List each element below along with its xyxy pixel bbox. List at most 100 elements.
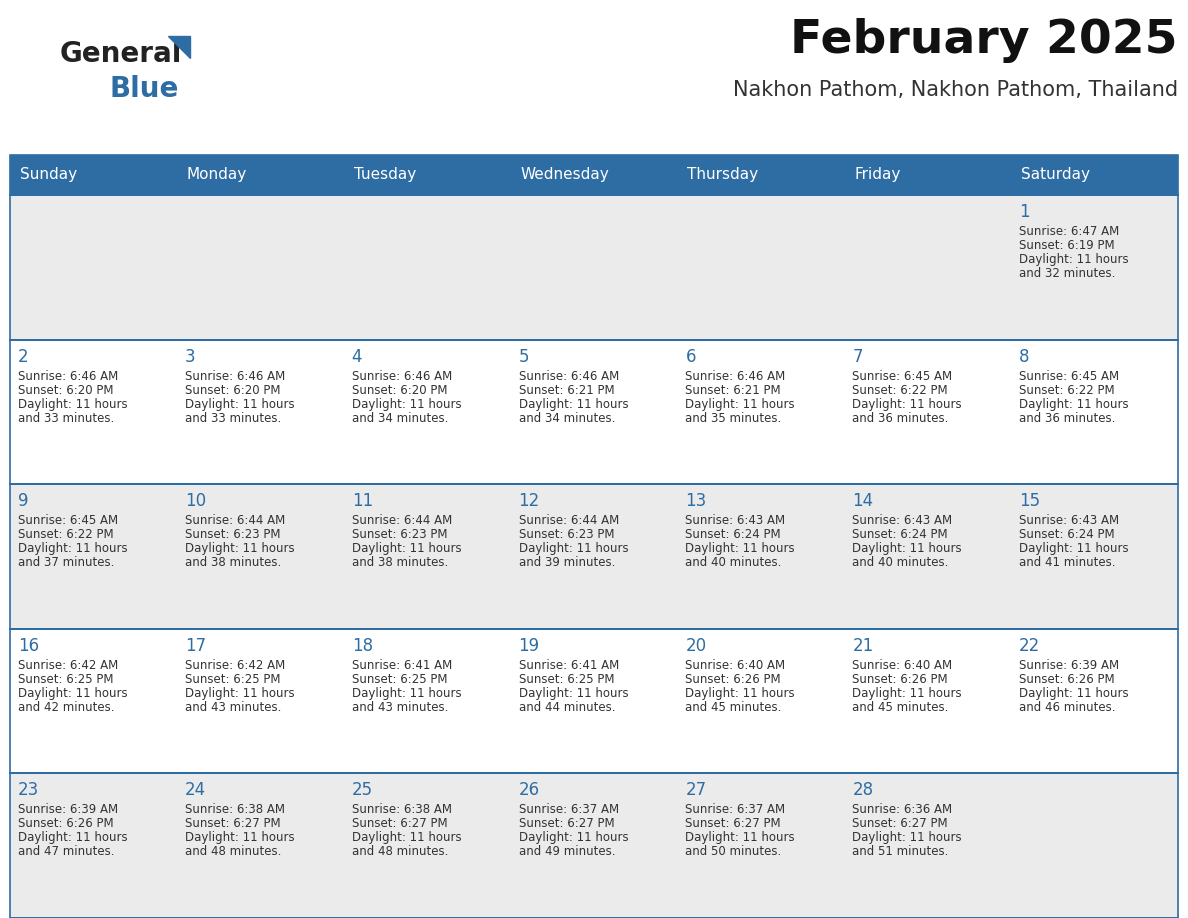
Text: and 38 minutes.: and 38 minutes.	[352, 556, 448, 569]
Bar	[1011, 773, 1178, 918]
Text: and 50 minutes.: and 50 minutes.	[685, 845, 782, 858]
Text: 13: 13	[685, 492, 707, 510]
Text: Daylight: 11 hours: Daylight: 11 hours	[1019, 397, 1129, 410]
Text: Daylight: 11 hours: Daylight: 11 hours	[1019, 687, 1129, 700]
Text: and 46 minutes.: and 46 minutes.	[1019, 700, 1116, 714]
Text: Sunset: 6:26 PM: Sunset: 6:26 PM	[852, 673, 948, 686]
Text: Sunset: 6:22 PM: Sunset: 6:22 PM	[1019, 384, 1114, 397]
Bar	[177, 195, 343, 340]
Bar	[511, 484, 677, 629]
Text: Sunrise: 6:43 AM: Sunrise: 6:43 AM	[852, 514, 953, 527]
Text: Daylight: 11 hours: Daylight: 11 hours	[1019, 253, 1129, 266]
Text: Daylight: 11 hours: Daylight: 11 hours	[852, 687, 962, 700]
Text: 9: 9	[18, 492, 29, 510]
Text: 22: 22	[1019, 637, 1041, 655]
Text: Monday: Monday	[187, 167, 247, 183]
Text: Daylight: 11 hours: Daylight: 11 hours	[519, 832, 628, 845]
Text: 28: 28	[852, 781, 873, 800]
Text: Sunrise: 6:43 AM: Sunrise: 6:43 AM	[685, 514, 785, 527]
Text: Daylight: 11 hours: Daylight: 11 hours	[519, 397, 628, 410]
Bar	[845, 195, 1011, 340]
Text: Sunrise: 6:44 AM: Sunrise: 6:44 AM	[352, 514, 451, 527]
Text: 7: 7	[852, 348, 862, 365]
Text: Sunrise: 6:44 AM: Sunrise: 6:44 AM	[185, 514, 285, 527]
Bar	[677, 629, 845, 773]
Bar	[10, 773, 177, 918]
Text: Sunset: 6:21 PM: Sunset: 6:21 PM	[685, 384, 781, 397]
Text: Daylight: 11 hours: Daylight: 11 hours	[18, 543, 127, 555]
Text: Sunset: 6:26 PM: Sunset: 6:26 PM	[1019, 673, 1114, 686]
Text: and 43 minutes.: and 43 minutes.	[185, 700, 282, 714]
Bar	[511, 195, 677, 340]
Text: Wednesday: Wednesday	[520, 167, 609, 183]
Text: and 51 minutes.: and 51 minutes.	[852, 845, 949, 858]
Text: Sunset: 6:26 PM: Sunset: 6:26 PM	[18, 817, 114, 831]
Text: Sunset: 6:27 PM: Sunset: 6:27 PM	[685, 817, 781, 831]
Text: 27: 27	[685, 781, 707, 800]
Text: Sunrise: 6:46 AM: Sunrise: 6:46 AM	[18, 370, 119, 383]
Bar	[177, 629, 343, 773]
Text: Sunset: 6:27 PM: Sunset: 6:27 PM	[852, 817, 948, 831]
Text: and 44 minutes.: and 44 minutes.	[519, 700, 615, 714]
Text: 8: 8	[1019, 348, 1030, 365]
Text: 24: 24	[185, 781, 206, 800]
Text: Daylight: 11 hours: Daylight: 11 hours	[852, 832, 962, 845]
Text: Sunrise: 6:40 AM: Sunrise: 6:40 AM	[852, 659, 953, 672]
Text: and 34 minutes.: and 34 minutes.	[519, 411, 615, 425]
Text: Daylight: 11 hours: Daylight: 11 hours	[1019, 543, 1129, 555]
Text: General: General	[61, 40, 183, 68]
Bar	[1011, 484, 1178, 629]
Bar	[845, 773, 1011, 918]
Text: Sunset: 6:22 PM: Sunset: 6:22 PM	[18, 528, 114, 542]
Text: Sunset: 6:24 PM: Sunset: 6:24 PM	[685, 528, 781, 542]
Text: 11: 11	[352, 492, 373, 510]
Bar	[677, 340, 845, 484]
Text: Daylight: 11 hours: Daylight: 11 hours	[18, 687, 127, 700]
Bar	[177, 773, 343, 918]
Bar	[511, 629, 677, 773]
Text: Sunrise: 6:47 AM: Sunrise: 6:47 AM	[1019, 225, 1119, 238]
Bar	[10, 195, 177, 340]
Text: Sunset: 6:27 PM: Sunset: 6:27 PM	[519, 817, 614, 831]
Text: and 41 minutes.: and 41 minutes.	[1019, 556, 1116, 569]
Text: Saturday: Saturday	[1022, 167, 1091, 183]
Bar	[10, 629, 177, 773]
Bar	[511, 773, 677, 918]
Text: Daylight: 11 hours: Daylight: 11 hours	[352, 832, 461, 845]
Text: 26: 26	[519, 781, 539, 800]
Text: 5: 5	[519, 348, 529, 365]
Text: Daylight: 11 hours: Daylight: 11 hours	[18, 832, 127, 845]
Text: Daylight: 11 hours: Daylight: 11 hours	[685, 543, 795, 555]
Bar	[677, 773, 845, 918]
Text: Nakhon Pathom, Nakhon Pathom, Thailand: Nakhon Pathom, Nakhon Pathom, Thailand	[733, 80, 1178, 100]
Text: Sunset: 6:25 PM: Sunset: 6:25 PM	[18, 673, 114, 686]
Text: 10: 10	[185, 492, 206, 510]
Text: Sunset: 6:20 PM: Sunset: 6:20 PM	[352, 384, 447, 397]
Text: and 36 minutes.: and 36 minutes.	[852, 411, 949, 425]
Text: Sunset: 6:25 PM: Sunset: 6:25 PM	[185, 673, 280, 686]
Text: and 47 minutes.: and 47 minutes.	[18, 845, 114, 858]
Text: Daylight: 11 hours: Daylight: 11 hours	[352, 543, 461, 555]
Text: Sunrise: 6:43 AM: Sunrise: 6:43 AM	[1019, 514, 1119, 527]
Text: Daylight: 11 hours: Daylight: 11 hours	[185, 397, 295, 410]
Bar	[177, 484, 343, 629]
Text: and 49 minutes.: and 49 minutes.	[519, 845, 615, 858]
Bar	[1011, 340, 1178, 484]
Text: Daylight: 11 hours: Daylight: 11 hours	[18, 397, 127, 410]
Bar	[845, 484, 1011, 629]
Text: Sunrise: 6:46 AM: Sunrise: 6:46 AM	[519, 370, 619, 383]
Text: Sunset: 6:26 PM: Sunset: 6:26 PM	[685, 673, 781, 686]
Text: and 43 minutes.: and 43 minutes.	[352, 700, 448, 714]
Text: Tuesday: Tuesday	[354, 167, 416, 183]
Text: Sunset: 6:24 PM: Sunset: 6:24 PM	[852, 528, 948, 542]
Text: 12: 12	[519, 492, 539, 510]
Bar	[177, 340, 343, 484]
Text: 25: 25	[352, 781, 373, 800]
Text: Sunrise: 6:45 AM: Sunrise: 6:45 AM	[1019, 370, 1119, 383]
Text: 19: 19	[519, 637, 539, 655]
Text: Sunset: 6:22 PM: Sunset: 6:22 PM	[852, 384, 948, 397]
Bar	[343, 195, 511, 340]
Text: and 32 minutes.: and 32 minutes.	[1019, 267, 1116, 280]
Text: Blue: Blue	[110, 75, 179, 103]
Text: February 2025: February 2025	[790, 18, 1178, 63]
